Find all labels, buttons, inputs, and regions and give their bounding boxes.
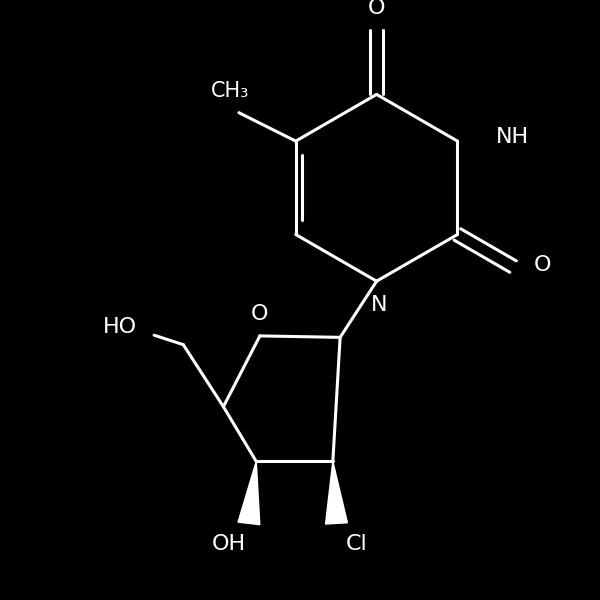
Text: N: N [371, 295, 387, 314]
Text: HO: HO [103, 317, 137, 337]
Text: Cl: Cl [346, 534, 368, 554]
Text: OH: OH [211, 534, 245, 554]
Text: O: O [368, 0, 385, 19]
Text: CH₃: CH₃ [211, 81, 250, 101]
Text: O: O [533, 255, 551, 275]
Text: NH: NH [496, 127, 529, 148]
Text: O: O [250, 304, 268, 324]
Polygon shape [326, 461, 347, 524]
Polygon shape [238, 461, 260, 524]
